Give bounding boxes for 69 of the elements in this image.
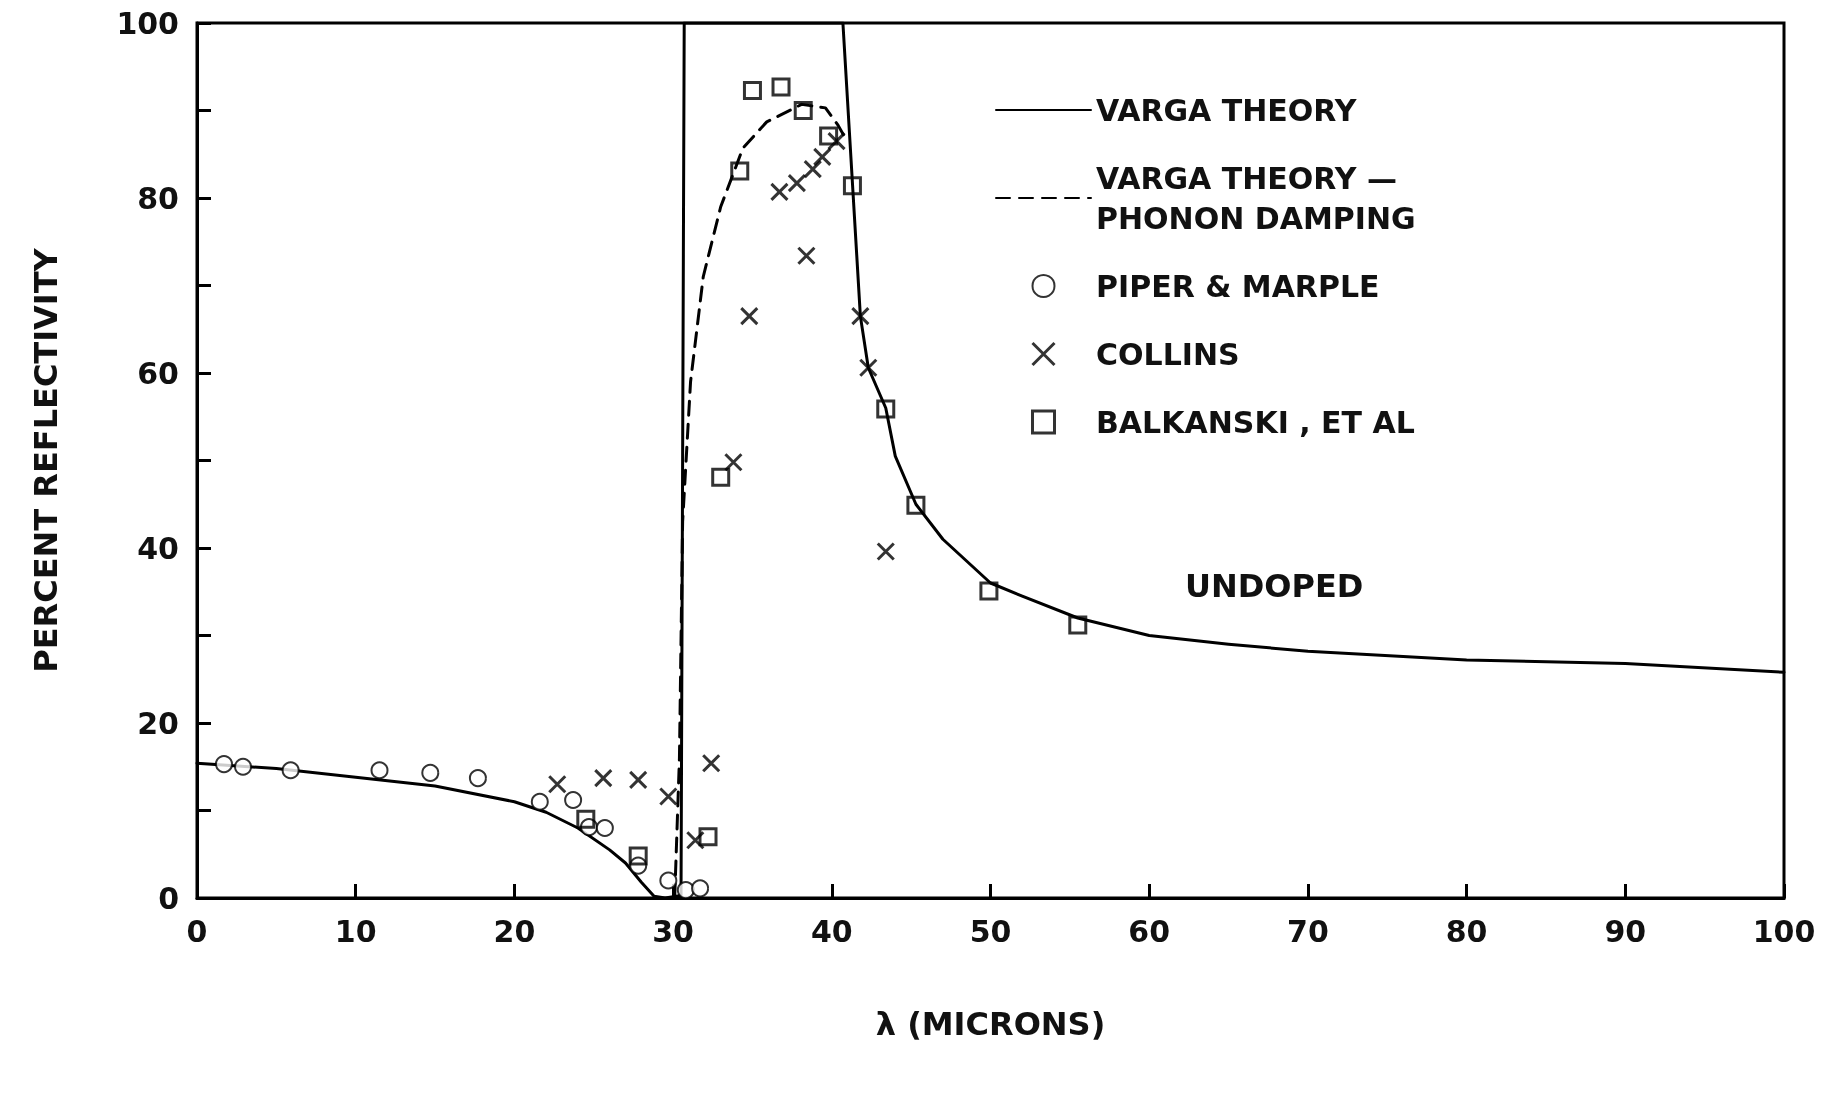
- point: [711, 467, 731, 487]
- point: [628, 846, 648, 866]
- point: [701, 753, 721, 773]
- x-tick-label: 100: [1752, 913, 1816, 949]
- point: [739, 306, 759, 326]
- point: [595, 819, 614, 837]
- point: [628, 770, 648, 790]
- x-tick-label: 30: [652, 913, 694, 949]
- point: [803, 159, 823, 179]
- x-axis-title: λ (MICRONS): [875, 1005, 1106, 1043]
- point: [1068, 615, 1088, 635]
- annotation: UNDOPED: [1185, 567, 1364, 605]
- point: [819, 126, 839, 146]
- point: [850, 306, 870, 326]
- x-tick-label: 10: [334, 913, 377, 949]
- legend-label: PIPER & MARPLE: [1096, 268, 1380, 304]
- point: [771, 77, 791, 97]
- y-tick-label: 60: [137, 355, 179, 391]
- point: [547, 774, 567, 794]
- point: [593, 768, 613, 788]
- point: [685, 830, 705, 850]
- y-tick-label: 0: [158, 880, 179, 916]
- point: [215, 755, 233, 774]
- point: [691, 879, 710, 898]
- x-tick-label: 0: [186, 913, 208, 949]
- point: [876, 399, 896, 419]
- point: [796, 246, 816, 266]
- point: [812, 147, 832, 167]
- point: [858, 358, 878, 378]
- point: [234, 757, 253, 776]
- point: [468, 769, 487, 788]
- point: [421, 763, 440, 782]
- point: [742, 80, 762, 100]
- y-tick-label: 100: [116, 5, 179, 41]
- x-tick-label: 70: [1287, 913, 1329, 949]
- x-tick-label: 50: [969, 913, 1012, 949]
- legend-label: BALKANSKI , ET AL: [1096, 404, 1415, 440]
- point: [698, 827, 718, 847]
- point: [730, 161, 750, 181]
- y-tick-label: 80: [137, 180, 179, 216]
- x-tick-label: 20: [493, 913, 536, 949]
- x-tick-label: 40: [810, 913, 853, 949]
- y-axis-title: PERCENT REFLECTIVITY: [27, 247, 65, 673]
- point: [723, 452, 743, 472]
- y-tick-label: 20: [137, 705, 179, 741]
- legend-label: VARGA THEORY: [1096, 92, 1358, 128]
- point: [787, 173, 807, 193]
- point: [658, 787, 678, 806]
- point: [906, 495, 926, 515]
- x-tick-label: 60: [1128, 913, 1171, 949]
- point: [793, 101, 813, 120]
- x-tick-label: 90: [1604, 913, 1647, 949]
- legend-label: VARGA THEORY — PHONON DAMPING: [1096, 160, 1416, 236]
- point: [769, 182, 789, 202]
- line-series: [195, 21, 1786, 900]
- point: [564, 791, 583, 809]
- x-tick-label: 80: [1445, 913, 1488, 949]
- point: [530, 792, 549, 811]
- point: [979, 581, 999, 601]
- point: [370, 761, 389, 780]
- point: [876, 542, 896, 561]
- y-tick-label: 40: [137, 530, 179, 566]
- point: [827, 131, 847, 151]
- point: [576, 809, 596, 829]
- legend-label: COLLINS: [1096, 336, 1240, 372]
- point: [281, 761, 300, 780]
- point: [659, 871, 678, 890]
- point: [676, 881, 695, 900]
- point: [842, 176, 862, 196]
